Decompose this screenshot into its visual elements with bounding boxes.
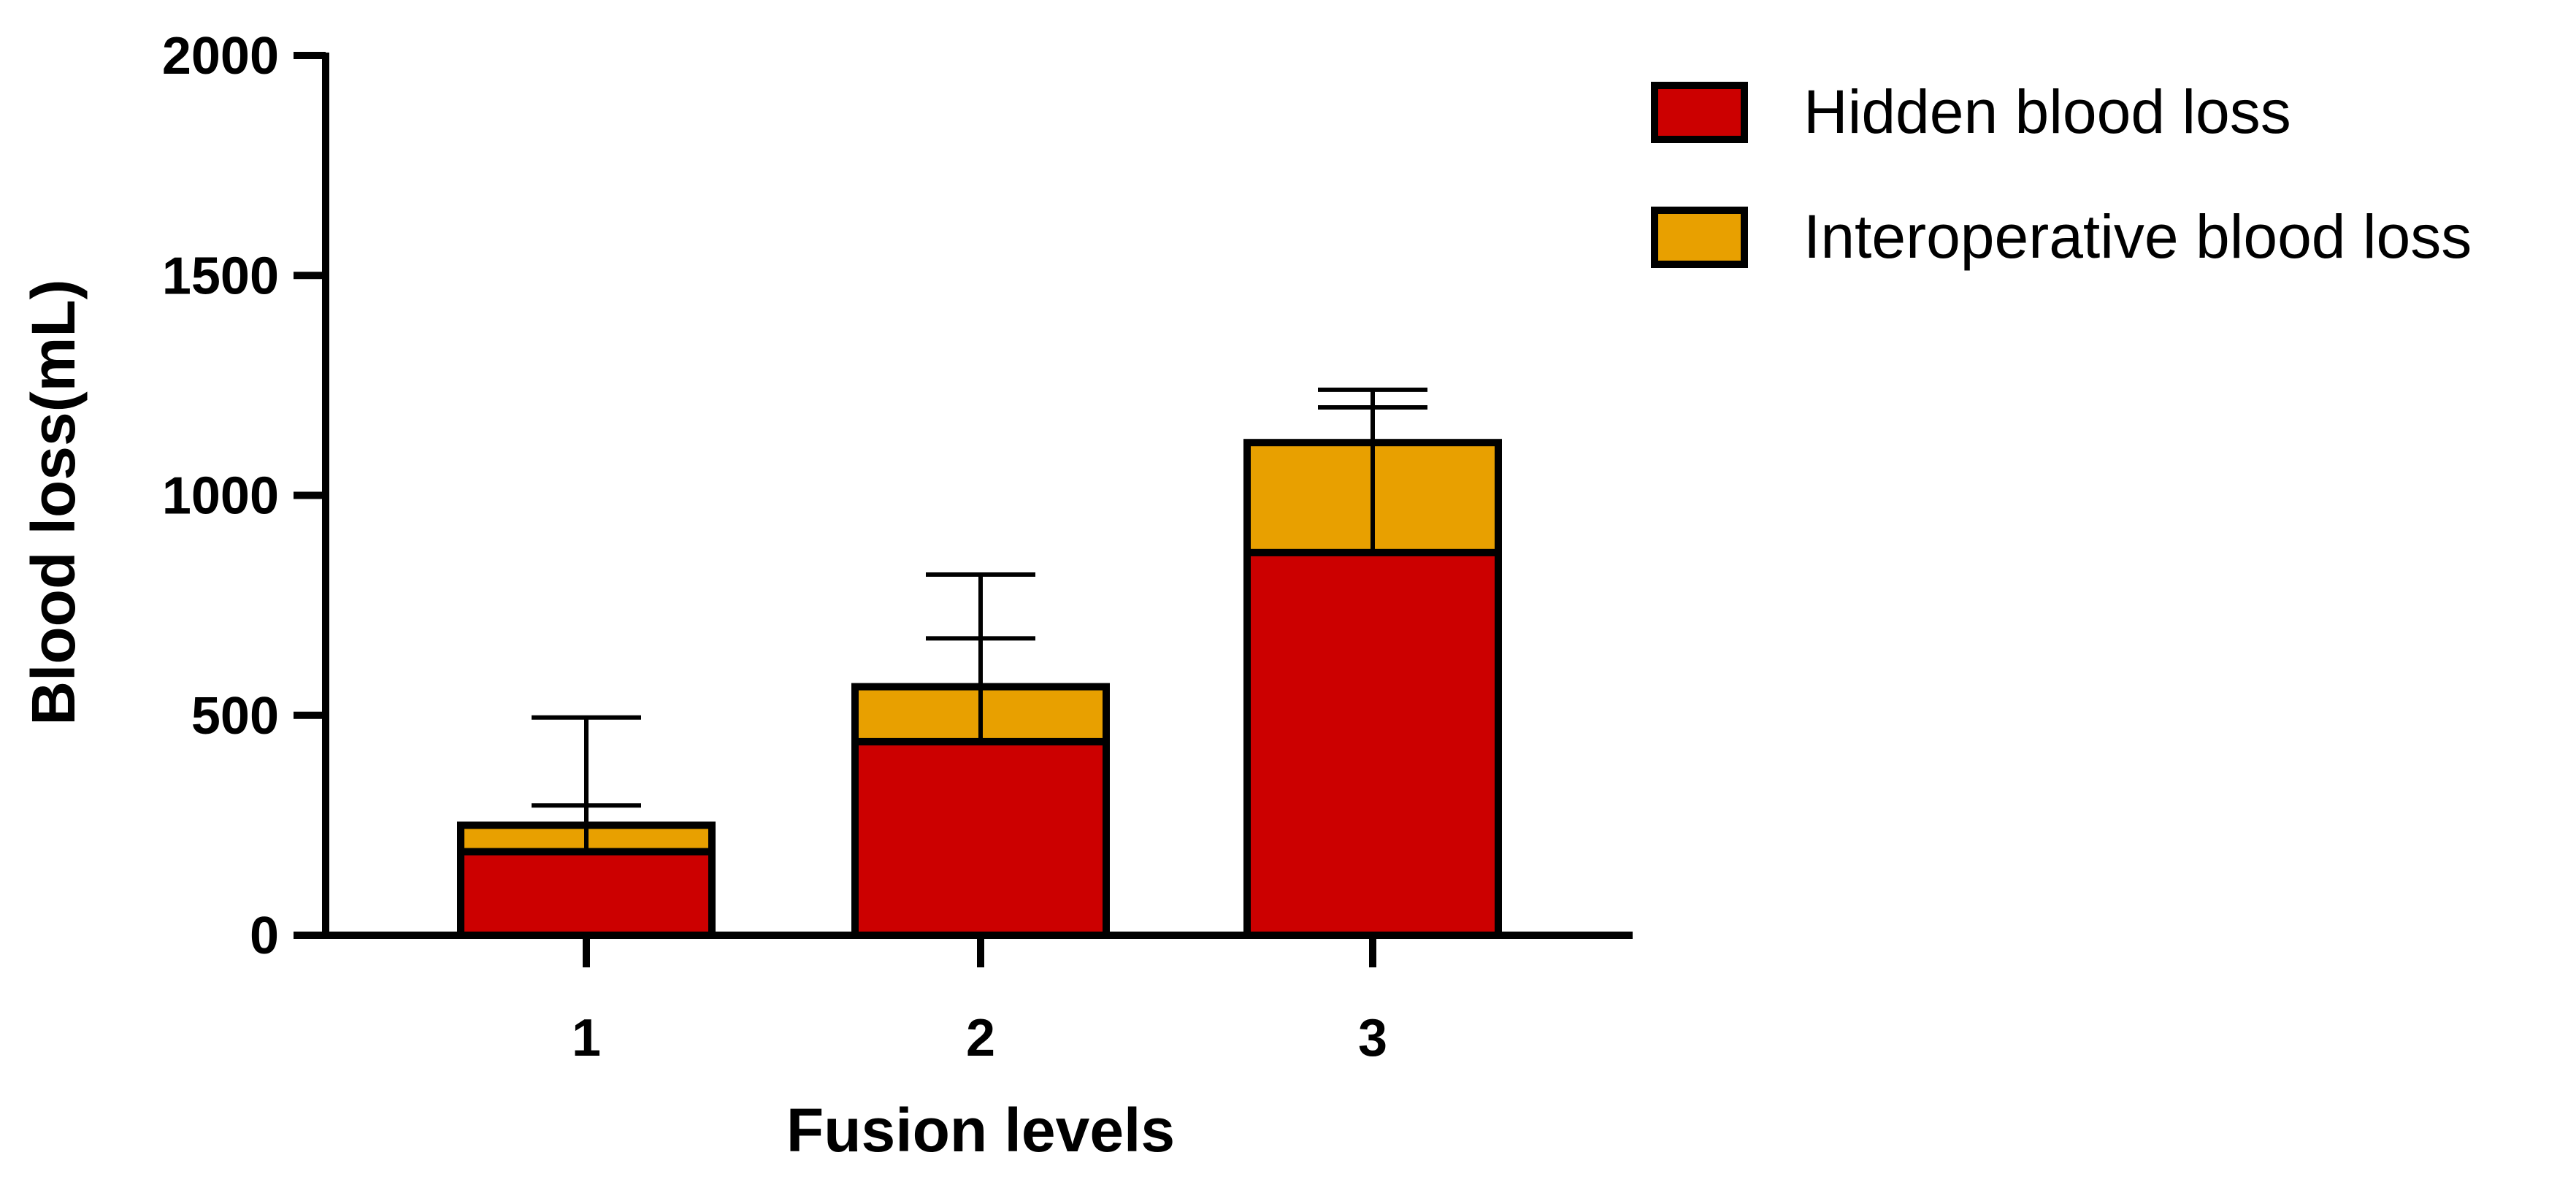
error-bars-group <box>532 387 1427 852</box>
y-tick-label-1000: 1000 <box>162 467 279 526</box>
x-tick-label-3: 3 <box>1358 1009 1387 1067</box>
x-tick-label-2: 2 <box>966 1009 995 1067</box>
legend-label-hidden-blood-loss: Hidden blood loss <box>1803 77 2291 146</box>
y-tick-label-1500: 1500 <box>162 247 279 305</box>
ticks-group: 0 500 1000 1500 2000 1 2 3 <box>162 27 1387 1067</box>
y-axis-title: Blood loss(mL) <box>19 279 88 725</box>
legend-label-interoperative-blood-loss: Interoperative blood loss <box>1803 202 2472 271</box>
legend: Hidden blood loss Interoperative blood l… <box>1651 77 2472 271</box>
bar-hidden-3 <box>1243 548 1502 939</box>
legend-swatch-interoperative-blood-loss <box>1651 207 1748 268</box>
x-axis-title: Fusion levels <box>786 1096 1175 1164</box>
x-tick-label-1: 1 <box>572 1009 601 1067</box>
y-tick-label-500: 500 <box>191 687 279 745</box>
bar-hidden-1 <box>457 848 716 940</box>
y-tick-label-2000: 2000 <box>162 27 279 85</box>
y-tick-label-0: 0 <box>250 907 279 965</box>
bar-hidden-2 <box>851 737 1110 940</box>
legend-swatch-hidden-blood-loss <box>1651 82 1748 143</box>
